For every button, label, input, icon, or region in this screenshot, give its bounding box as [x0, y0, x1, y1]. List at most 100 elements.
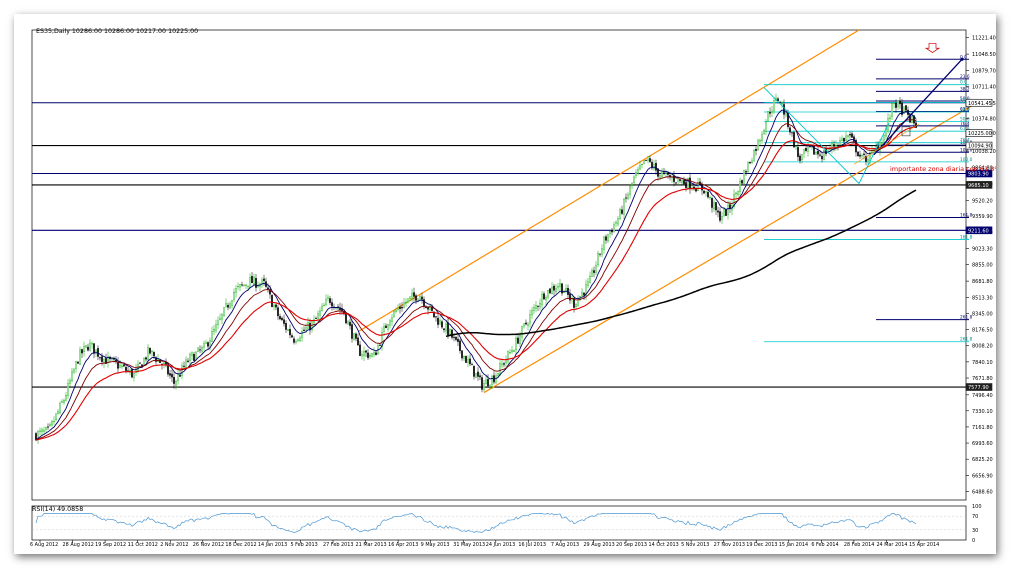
candle-body: [229, 303, 231, 309]
candle-body: [287, 329, 289, 331]
candle-body: [171, 373, 173, 378]
rsi-pane-border: [31, 505, 967, 541]
price-label-box: [965, 141, 993, 150]
candle-body: [173, 376, 175, 384]
candle-body: [105, 358, 107, 364]
candle-body: [903, 106, 905, 114]
candle-body: [145, 357, 147, 360]
price-label-box: [965, 383, 993, 391]
target-trend-line: [873, 58, 963, 156]
candle-body: [379, 344, 381, 346]
candle-body: [327, 297, 329, 299]
candle-body: [817, 150, 819, 155]
candle-body: [789, 127, 791, 133]
candle-body: [889, 117, 891, 119]
candle-body: [245, 284, 247, 286]
candle-body: [717, 210, 719, 213]
candle-body: [605, 236, 607, 241]
candle-body: [93, 343, 95, 354]
candle-body: [81, 349, 83, 354]
time-tick-label: 15 Apr 2014: [909, 542, 939, 548]
candle-body: [207, 342, 209, 347]
candle-body: [849, 133, 851, 136]
candle-body: [791, 132, 793, 134]
candle-body: [625, 197, 627, 199]
fibonacci-level-label: 38.2: [960, 86, 970, 92]
candle-body: [313, 319, 315, 324]
candle-body: [401, 306, 403, 309]
candle-body: [861, 155, 863, 157]
candle-body: [235, 288, 237, 293]
time-tick-label: 20 Sep 2013: [616, 542, 647, 548]
time-tick-label: 16 Jul 2013: [518, 542, 546, 548]
candle-body: [447, 322, 449, 336]
candle-body: [531, 310, 533, 316]
candle-body: [71, 371, 73, 382]
price-label-box: [965, 98, 993, 107]
candle-body: [205, 342, 207, 344]
last-price-marker: [901, 126, 911, 137]
candle-body: [291, 335, 293, 338]
candle-body: [219, 317, 221, 320]
time-tick-label: 28 Feb 2014: [844, 542, 874, 548]
price-tick-label: 10038.20: [972, 149, 996, 155]
fibonacci-level-label: 76.4: [960, 138, 970, 144]
candle-body: [739, 181, 741, 192]
candle-body: [659, 175, 661, 178]
candle-body: [507, 351, 509, 362]
candle-body: [665, 171, 667, 174]
time-tick-label: 6 Aug 2012: [30, 542, 58, 548]
candle-body: [89, 342, 91, 351]
candle-body: [323, 304, 325, 307]
price-label-box: [965, 226, 993, 235]
candle-body: [563, 291, 565, 293]
candle-body: [535, 305, 537, 309]
time-tick-label: 31 May 2013: [453, 542, 485, 548]
candle-body: [559, 283, 561, 287]
candle-body: [525, 322, 527, 325]
candle-body: [243, 284, 245, 287]
candle-body: [181, 365, 183, 376]
candle-body: [441, 321, 443, 328]
candle-body: [319, 310, 321, 316]
candle-body: [843, 138, 845, 142]
candle-body: [261, 279, 263, 284]
candle-body: [251, 276, 253, 284]
candle-body: [111, 358, 113, 360]
candle-body: [575, 304, 577, 308]
time-tick-label: 7 Aug 2013: [551, 542, 579, 548]
candle-body: [639, 165, 641, 170]
candle-body: [399, 306, 401, 309]
candle-body: [905, 105, 907, 111]
chart-header: ES35,Daily 10286.00 10286.00 10217.00 10…: [36, 28, 198, 35]
candle-body: [355, 333, 357, 339]
candle-body: [623, 198, 625, 215]
candle-body: [765, 121, 767, 132]
price-tick-label: 8008.20: [972, 344, 993, 350]
candle-body: [511, 350, 513, 353]
time-tick-label: 19 Sep 2012: [95, 542, 126, 548]
candle-body: [349, 321, 351, 326]
candle-body: [601, 248, 603, 255]
candle-body: [35, 433, 37, 441]
candle-body: [285, 323, 287, 330]
candle-body: [611, 229, 613, 233]
candle-body: [555, 288, 557, 292]
candle-body: [363, 351, 365, 356]
candle-body: [703, 190, 705, 194]
candle-body: [685, 182, 687, 188]
candle-body: [411, 293, 413, 299]
candle-body: [591, 270, 593, 277]
candle-body: [365, 350, 367, 353]
candle-body: [527, 323, 529, 326]
candle-body: [387, 324, 389, 330]
candle-body: [483, 383, 485, 390]
candle-body: [273, 305, 275, 307]
price-tick-label: 6993.60: [972, 441, 993, 447]
price-tick-label: 6488.60: [972, 490, 993, 496]
candle-body: [443, 328, 445, 331]
candle-body: [101, 356, 103, 363]
fibonacci-level-label: 61.8: [960, 107, 970, 113]
candle-body: [761, 134, 763, 142]
price-chart[interactable]: 0.023.638.250.061.876.4100.0100.0161.826…: [14, 14, 996, 554]
